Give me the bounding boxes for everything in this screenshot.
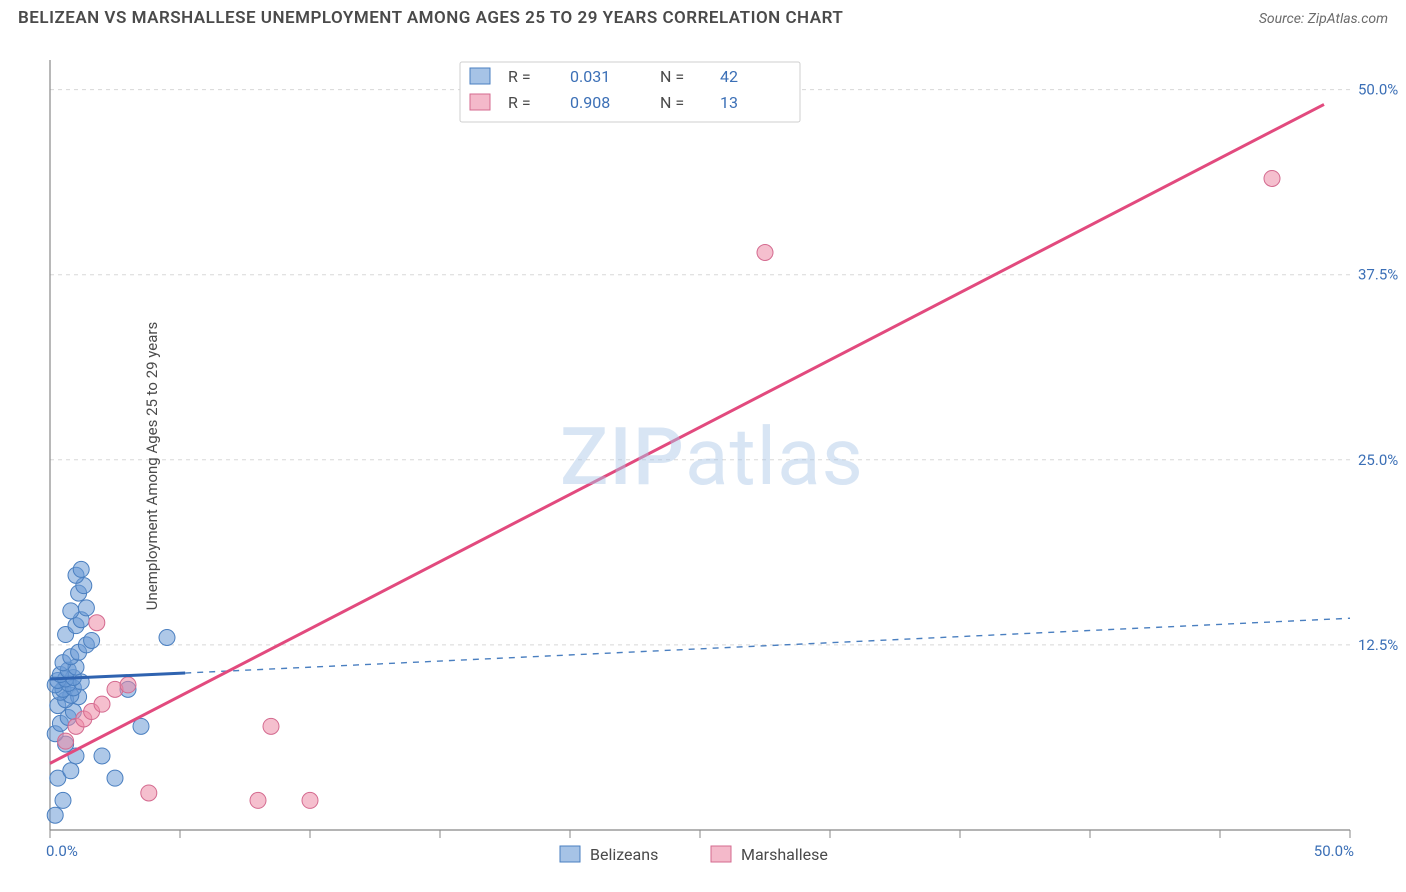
data-point xyxy=(47,807,63,823)
y-axis-label: Unemployment Among Ages 25 to 29 years xyxy=(143,322,161,610)
data-point xyxy=(107,770,123,786)
legend-label: Marshallese xyxy=(741,845,828,864)
data-point xyxy=(120,677,136,693)
y-tick-label: 50.0% xyxy=(1358,81,1398,99)
stat-n-label: N = xyxy=(660,93,684,112)
stat-n-label: N = xyxy=(660,67,684,86)
data-point xyxy=(159,630,175,646)
data-point xyxy=(1264,170,1280,186)
legend-label: Belizeans xyxy=(590,845,658,864)
data-point xyxy=(263,718,279,734)
source-label: Source: ZipAtlas.com xyxy=(1259,11,1388,27)
data-point xyxy=(58,733,74,749)
chart-title: BELIZEAN VS MARSHALLESE UNEMPLOYMENT AMO… xyxy=(18,8,843,28)
legend-swatch xyxy=(560,846,580,862)
data-point xyxy=(63,603,79,619)
x-tick-label-min: 0.0% xyxy=(46,842,78,860)
y-tick-label: 25.0% xyxy=(1358,451,1398,469)
data-point xyxy=(94,696,110,712)
data-point xyxy=(55,792,71,808)
stat-r-label: R = xyxy=(508,67,531,86)
data-point xyxy=(89,615,105,631)
data-point xyxy=(84,632,100,648)
trend-line-marshallese xyxy=(50,104,1324,763)
stat-r-label: R = xyxy=(508,93,531,112)
data-point xyxy=(757,245,773,261)
legend-swatch xyxy=(470,94,490,110)
data-point xyxy=(250,792,266,808)
data-point xyxy=(63,763,79,779)
stat-n-value: 13 xyxy=(720,93,738,112)
stat-r-value: 0.031 xyxy=(570,67,610,86)
legend-swatch xyxy=(470,68,490,84)
data-point xyxy=(94,748,110,764)
x-tick-label-max: 50.0% xyxy=(1314,842,1354,860)
stat-r-value: 0.908 xyxy=(570,93,610,112)
scatter-chart: 12.5% 25.0% 37.5% 50.0% 0.0% 50.0% R = 0.031 N =… xyxy=(0,40,1406,892)
y-tick-label: 12.5% xyxy=(1358,636,1398,654)
data-point xyxy=(73,561,89,577)
data-point xyxy=(141,785,157,801)
legend-swatch xyxy=(711,846,731,862)
correlation-stats-box: R = 0.031 N = 42 R = 0.908 N = 13 xyxy=(460,62,800,122)
stat-n-value: 42 xyxy=(720,67,738,86)
trend-line-belizeans-extrapolated xyxy=(185,618,1350,673)
data-point xyxy=(78,600,94,616)
data-point xyxy=(302,792,318,808)
series-legend: Belizeans Marshallese xyxy=(560,845,828,864)
y-tick-label: 37.5% xyxy=(1358,266,1398,284)
